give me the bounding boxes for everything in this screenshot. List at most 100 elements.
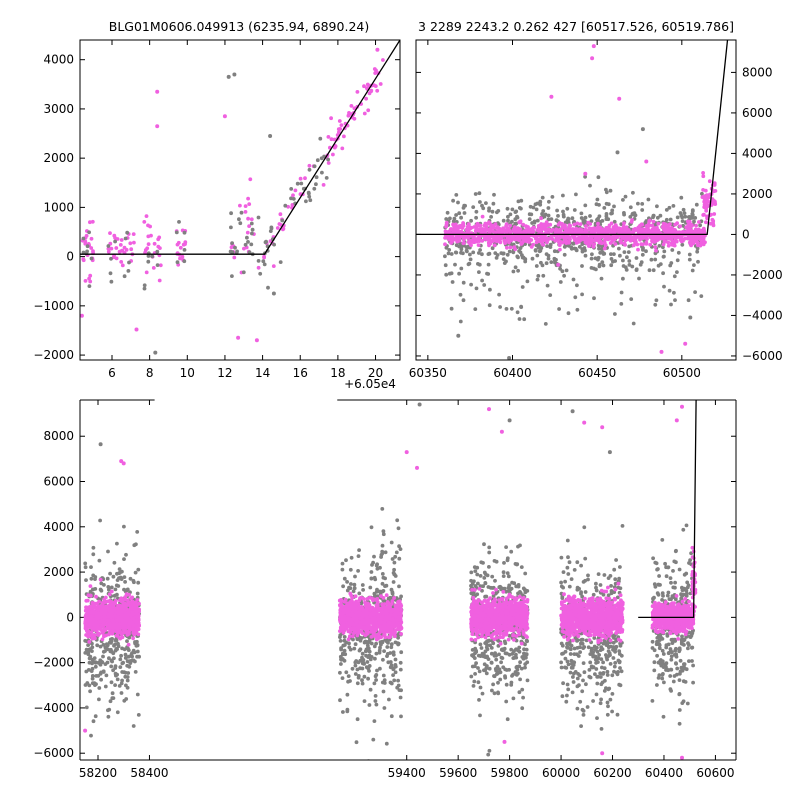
data-point	[575, 706, 580, 711]
data-point	[374, 651, 379, 656]
data-point	[601, 263, 606, 268]
data-point	[473, 192, 478, 196]
data-point	[124, 697, 129, 701]
data-point	[583, 253, 588, 258]
data-point	[384, 639, 389, 644]
data-point	[665, 634, 670, 638]
data-point	[98, 518, 102, 523]
data-point	[710, 217, 715, 222]
data-point	[662, 284, 666, 289]
zoom-right-frame	[415, 39, 737, 361]
data-point	[568, 237, 572, 242]
x-tick-label: 60400	[493, 366, 531, 380]
data-point	[113, 239, 117, 244]
data-point	[602, 573, 607, 577]
data-point	[576, 672, 580, 676]
data-point	[509, 549, 514, 554]
data-point	[681, 679, 686, 684]
y-tick-label: 0	[66, 250, 74, 264]
data-point	[86, 668, 91, 672]
data-point	[505, 717, 510, 722]
zoom-left-series-series_b	[80, 47, 385, 343]
data-point	[174, 230, 179, 235]
data-point	[507, 356, 512, 360]
data-point	[83, 565, 88, 570]
data-point	[307, 191, 311, 196]
data-point	[368, 687, 373, 692]
data-point	[493, 578, 497, 583]
data-point	[475, 221, 480, 226]
data-point	[674, 239, 679, 244]
data-point	[109, 680, 114, 685]
data-point	[388, 651, 393, 655]
data-point	[680, 239, 685, 243]
data-point	[577, 239, 581, 244]
data-point	[644, 242, 649, 246]
data-point	[245, 230, 250, 235]
data-point	[399, 650, 404, 655]
data-point	[609, 257, 614, 261]
data-point	[579, 216, 584, 220]
data-point	[465, 249, 469, 254]
panel-zoom-left-ticks: 6 8 10 12 14 16 18 20−2000−10000100020003000400…	[33, 40, 400, 380]
data-point	[617, 682, 622, 687]
data-point	[392, 567, 396, 572]
data-point	[680, 634, 684, 639]
data-point	[517, 664, 522, 669]
data-point	[480, 252, 484, 257]
data-point	[364, 653, 368, 658]
data-point	[373, 694, 378, 698]
data-point	[598, 671, 603, 676]
data-point	[99, 677, 103, 682]
data-point	[648, 235, 653, 240]
data-point	[388, 680, 393, 685]
data-point	[272, 242, 276, 247]
data-point	[613, 577, 618, 582]
data-point	[647, 218, 652, 223]
data-point	[378, 666, 382, 671]
data-point	[380, 549, 385, 554]
data-point	[657, 236, 662, 241]
data-point	[98, 662, 103, 667]
data-point	[592, 266, 596, 271]
data-point	[654, 561, 659, 566]
data-point	[456, 333, 461, 338]
data-point	[466, 222, 471, 227]
data-point	[577, 227, 582, 232]
data-point	[712, 182, 717, 187]
data-point	[544, 220, 549, 225]
data-point	[602, 251, 607, 256]
data-point	[604, 187, 608, 192]
data-point	[617, 246, 621, 251]
data-point	[258, 271, 263, 276]
data-point	[136, 632, 141, 637]
data-point	[366, 676, 370, 681]
data-point	[605, 712, 610, 717]
data-point	[617, 649, 622, 653]
data-point	[608, 662, 613, 666]
data-point	[349, 582, 353, 586]
data-point	[560, 269, 565, 274]
data-point	[243, 210, 248, 214]
data-point	[613, 647, 618, 651]
data-point	[678, 671, 682, 676]
data-point	[573, 238, 577, 243]
data-point	[390, 557, 395, 561]
data-point	[124, 683, 128, 688]
data-point	[508, 212, 513, 217]
data-point	[616, 585, 621, 590]
data-point	[624, 235, 629, 240]
data-point	[577, 245, 582, 249]
data-point	[682, 666, 687, 671]
data-point	[565, 693, 569, 698]
data-point	[372, 575, 377, 580]
data-point	[518, 543, 522, 548]
data-point	[645, 237, 649, 241]
data-point	[656, 676, 661, 680]
data-point	[392, 560, 397, 565]
data-point	[291, 197, 296, 201]
data-point	[575, 638, 580, 642]
data-point	[466, 227, 471, 232]
panel-full: 58200 58400 59400 59600 59800 60000 60200 60400…	[33, 399, 737, 780]
data-point	[380, 507, 385, 511]
